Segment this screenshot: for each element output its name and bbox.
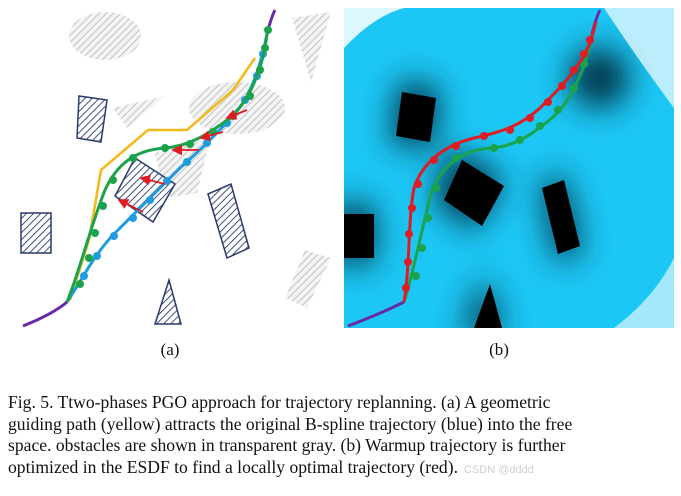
esdf-obstacles [344, 92, 580, 328]
navy-obstacle [76, 95, 108, 143]
caption-line-2: guiding path (yellow) attracts the origi… [8, 413, 573, 434]
caption-line-4: optimized in the ESDF to find a locally … [8, 457, 672, 482]
optimal-control-points [402, 36, 594, 292]
gray-obstacle [292, 12, 331, 82]
trajectory-end-purple [22, 300, 68, 328]
warmup-control-points [76, 26, 272, 288]
gray-obstacle [189, 82, 285, 134]
gray-obstacle [113, 96, 165, 128]
caption-line-3: space. obstacles are shown in transparen… [8, 435, 566, 455]
esdf-white-corners [344, 8, 674, 328]
esdf-obstacle [444, 160, 504, 226]
gray-obstacle [69, 12, 141, 60]
caption-line-1: Fig. 5. Ttwo-phases PGO approach for tra… [8, 392, 551, 412]
esdf-obstacle [542, 180, 580, 254]
trajectory-end-purple [347, 300, 405, 328]
gray-obstacles [69, 12, 331, 308]
warmup-control-points [412, 60, 588, 280]
navy-obstacle [153, 277, 182, 325]
esdf-obstacle [474, 284, 502, 328]
navy-obstacle [20, 212, 52, 254]
esdf-background [344, 8, 674, 328]
bspline-control-points [80, 50, 267, 280]
panel-b-esdf-optimization [344, 8, 674, 328]
gray-obstacle [285, 250, 331, 308]
esdf-obstacle [344, 214, 374, 258]
caption-line-4-text: optimized in the ESDF to find a locally … [8, 456, 458, 477]
esdf-obstacle [396, 92, 436, 142]
figure-caption: Fig. 5. Ttwo-phases PGO approach for tra… [8, 392, 672, 481]
panel-a-geometric-guiding [20, 9, 331, 328]
panel-a-label: (a) [160, 340, 180, 359]
panel-b-label: (b) [489, 340, 509, 359]
optimal-trajectory-red [402, 21, 598, 303]
navy-obstacle [207, 182, 250, 260]
watermark: CSDN @dddd [464, 463, 534, 476]
attraction-arrows [117, 109, 248, 213]
